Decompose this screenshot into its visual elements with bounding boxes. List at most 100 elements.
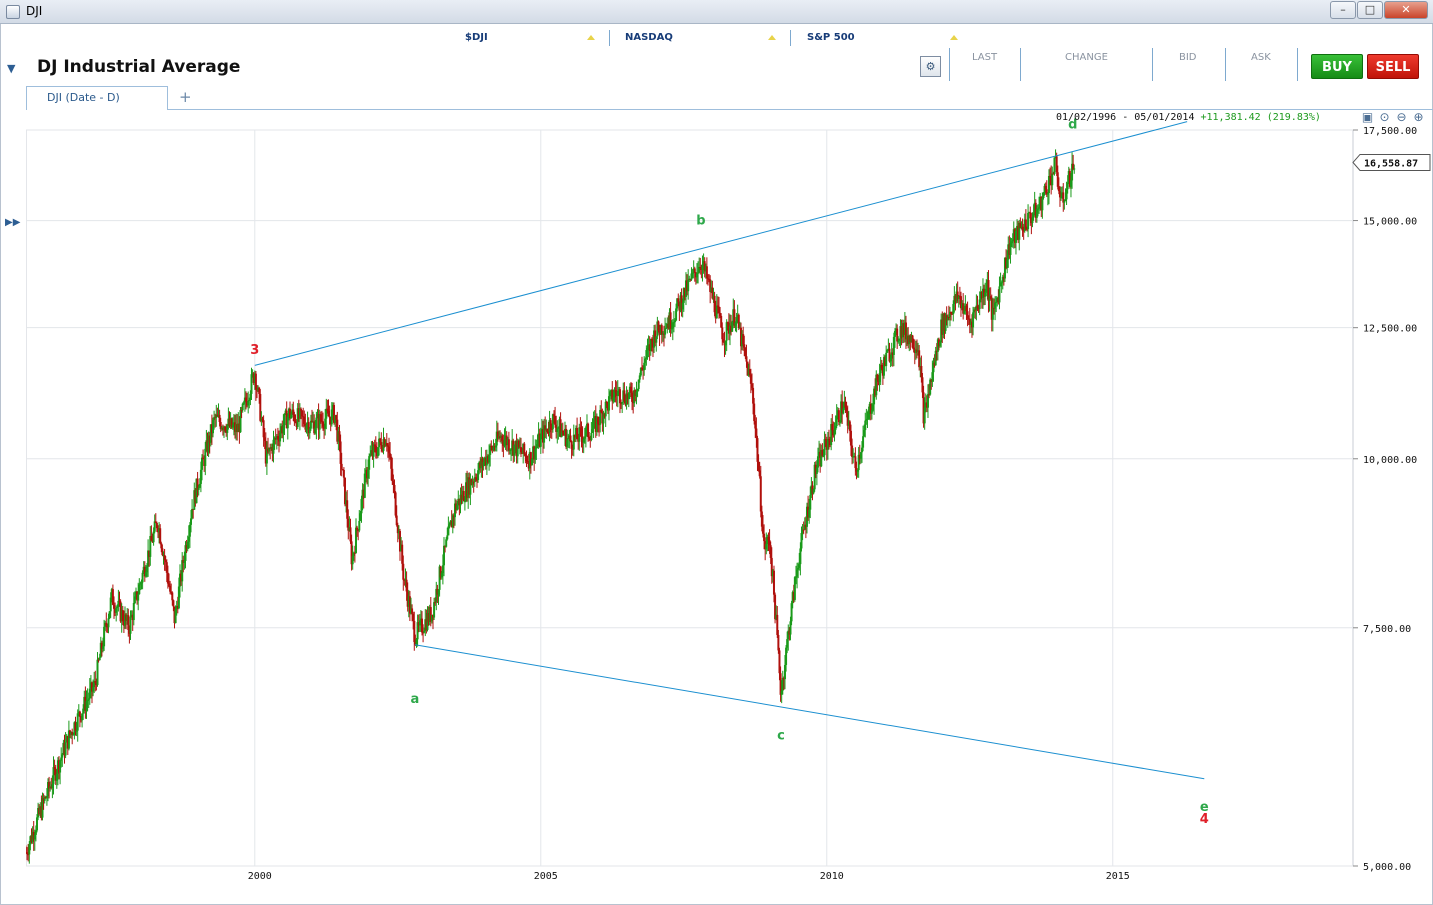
candle-body bbox=[431, 614, 434, 618]
candle-body bbox=[194, 490, 197, 504]
candle-body bbox=[794, 576, 797, 578]
candle-body bbox=[357, 529, 360, 531]
candle-body bbox=[426, 613, 429, 630]
minimize-button[interactable]: – bbox=[1330, 1, 1356, 19]
candle-body bbox=[1055, 156, 1058, 173]
candle-body bbox=[418, 620, 421, 626]
candle-body bbox=[935, 350, 938, 352]
candle-body bbox=[741, 334, 744, 347]
candle-body bbox=[473, 477, 476, 482]
candle-body bbox=[479, 462, 482, 469]
candle-body bbox=[1024, 219, 1027, 229]
candle-body bbox=[1033, 202, 1036, 214]
candle-body bbox=[840, 401, 843, 423]
candle-body bbox=[364, 469, 367, 474]
candle-body bbox=[133, 596, 136, 604]
candle-body bbox=[614, 390, 617, 393]
candle-body bbox=[238, 423, 241, 433]
candle-body bbox=[176, 605, 179, 609]
candle-body bbox=[726, 322, 729, 324]
candle-body bbox=[941, 319, 944, 335]
candle-body bbox=[713, 295, 716, 313]
candle-body bbox=[858, 454, 861, 459]
candle-body bbox=[485, 456, 488, 466]
candle-body bbox=[396, 525, 399, 534]
candle-body bbox=[598, 424, 601, 426]
candle-body bbox=[831, 424, 834, 431]
chart-settings-icon[interactable]: ⚙ bbox=[920, 56, 941, 77]
candle-body bbox=[111, 589, 114, 605]
candle-body bbox=[761, 526, 764, 534]
candle-body bbox=[70, 732, 73, 735]
candle-body bbox=[460, 494, 463, 500]
candle-body bbox=[692, 268, 695, 273]
y-tick-label: 17,500.00 bbox=[1363, 126, 1417, 137]
candle-body bbox=[250, 374, 253, 394]
candle-body bbox=[218, 414, 221, 422]
candle-body bbox=[621, 402, 624, 404]
candle-body bbox=[639, 367, 642, 376]
zoom-reset-icon[interactable]: ⊙ bbox=[1379, 110, 1390, 124]
add-tab-button[interactable]: + bbox=[179, 88, 192, 106]
candle-body bbox=[392, 481, 395, 485]
candle-body bbox=[774, 594, 777, 620]
candle-body bbox=[549, 420, 552, 429]
candle-body bbox=[612, 397, 615, 402]
candle-body bbox=[482, 461, 485, 467]
candle-body bbox=[348, 527, 351, 531]
candle-body bbox=[701, 264, 704, 270]
candle-body bbox=[1038, 207, 1041, 209]
candle-body bbox=[501, 435, 504, 442]
candle-body bbox=[860, 447, 863, 453]
candle-body bbox=[326, 408, 329, 411]
candle-body bbox=[857, 454, 860, 471]
tab-dji-daily[interactable]: DJI (Date - D) bbox=[26, 86, 168, 110]
candle-body bbox=[870, 409, 873, 414]
buy-button[interactable]: BUY bbox=[1311, 54, 1363, 79]
candle-body bbox=[995, 301, 998, 303]
watchlist-symbol-nasdaq[interactable]: NASDAQ bbox=[625, 32, 673, 43]
candle-body bbox=[668, 312, 671, 329]
candle-body bbox=[717, 306, 720, 313]
candle-body bbox=[243, 397, 246, 403]
zoom-out-icon[interactable]: ⊖ bbox=[1396, 110, 1407, 124]
price-chart[interactable]: 17,500.00 15,000.00 12,500.00 10,000.00 7,50… bbox=[26, 110, 1433, 900]
candle-body bbox=[285, 410, 288, 429]
chart-canvas[interactable]: 17,500.00 15,000.00 12,500.00 10,000.00 7,50… bbox=[26, 110, 1433, 900]
candle-body bbox=[711, 287, 714, 299]
candle-body bbox=[319, 414, 322, 422]
zoom-fit-icon[interactable]: ▣ bbox=[1361, 110, 1374, 124]
candle-body bbox=[356, 527, 359, 530]
close-button[interactable]: ✕ bbox=[1384, 1, 1428, 19]
candle-body bbox=[216, 414, 219, 417]
candle-body bbox=[407, 596, 410, 607]
collapse-icon[interactable]: ▼ bbox=[7, 62, 16, 75]
candle-body bbox=[1027, 212, 1030, 230]
expand-panel-icon[interactable]: ▶▶ bbox=[5, 217, 21, 228]
candle-body bbox=[720, 315, 723, 328]
candle-body bbox=[963, 310, 966, 314]
candle-body bbox=[35, 817, 38, 831]
zoom-in-icon[interactable]: ⊕ bbox=[1413, 110, 1424, 124]
candle-body bbox=[589, 438, 592, 441]
candle-body bbox=[327, 410, 330, 417]
candle-body bbox=[123, 614, 126, 626]
sell-button[interactable]: SELL bbox=[1367, 54, 1419, 79]
candle-body bbox=[241, 403, 244, 411]
candle-body bbox=[459, 494, 462, 506]
quote-label-bid: BID bbox=[1179, 52, 1197, 63]
candle-body bbox=[1046, 193, 1049, 195]
candle-body bbox=[518, 447, 521, 449]
watchlist-symbol-dji[interactable]: $DJI bbox=[465, 32, 488, 43]
candle-body bbox=[562, 432, 565, 436]
candle-body bbox=[330, 409, 333, 425]
candle-body bbox=[897, 340, 900, 342]
candle-body bbox=[615, 392, 618, 396]
candle-body bbox=[60, 757, 63, 761]
maximize-button[interactable]: □ bbox=[1357, 1, 1383, 19]
watchlist-symbol-sp500[interactable]: S&P 500 bbox=[807, 32, 855, 43]
candle-body bbox=[506, 439, 509, 446]
candle-body bbox=[369, 453, 372, 457]
candle-body bbox=[968, 319, 971, 325]
candle-body bbox=[31, 831, 34, 842]
